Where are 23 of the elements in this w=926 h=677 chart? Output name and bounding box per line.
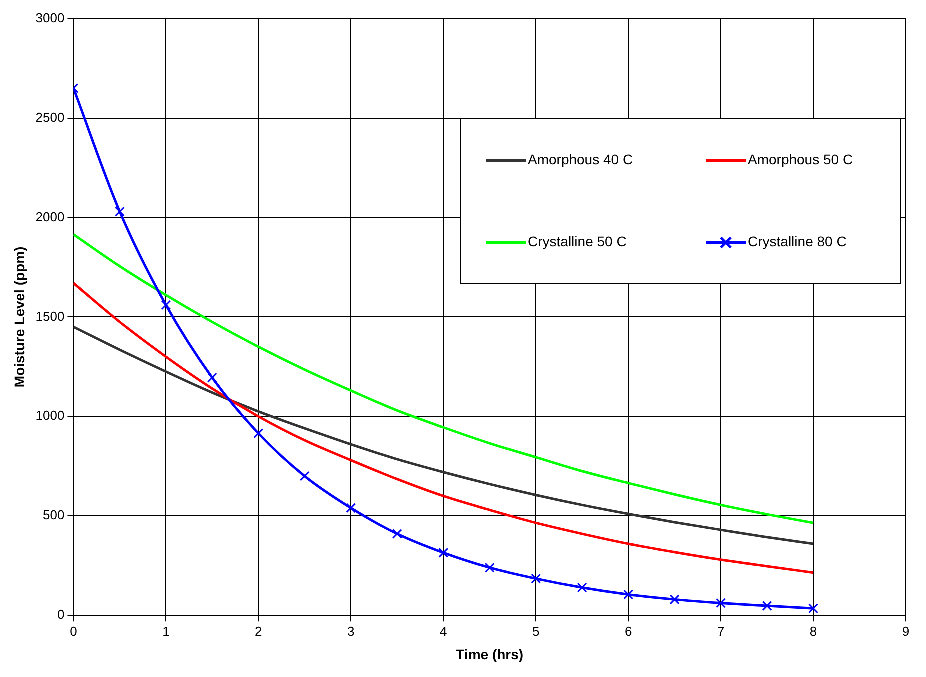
x-tick-label: 7 xyxy=(717,624,725,639)
legend-label: Crystalline 50 C xyxy=(528,234,627,250)
y-tick-label: 1500 xyxy=(36,308,65,324)
y-tick-label: 3000 xyxy=(36,10,65,26)
legend-label: Amorphous 50 C xyxy=(748,152,854,168)
x-tick-label: 1 xyxy=(162,624,170,639)
x-axis-title: Time (hrs) xyxy=(456,646,524,662)
x-tick-label: 6 xyxy=(624,624,632,639)
x-tick-label: 5 xyxy=(532,624,540,639)
legend-label: Crystalline 80 C xyxy=(748,234,847,250)
x-tick-label: 0 xyxy=(70,624,78,639)
y-tick-label: 500 xyxy=(43,508,65,523)
y-tick-label: 2500 xyxy=(36,110,65,125)
y-axis-title: Moisture Level (ppm) xyxy=(11,246,28,388)
x-tick-label: 3 xyxy=(348,624,355,639)
y-tick-label: 0 xyxy=(57,607,65,622)
x-tick-label: 8 xyxy=(810,624,818,639)
x-tick-label: 4 xyxy=(440,624,448,639)
y-tick-label: 1000 xyxy=(36,408,65,424)
x-tick-label: 2 xyxy=(255,624,262,639)
y-tick-label: 2000 xyxy=(36,209,65,224)
x-tick-label: 9 xyxy=(902,624,910,639)
legend-label: Amorphous 40 C xyxy=(528,152,634,168)
